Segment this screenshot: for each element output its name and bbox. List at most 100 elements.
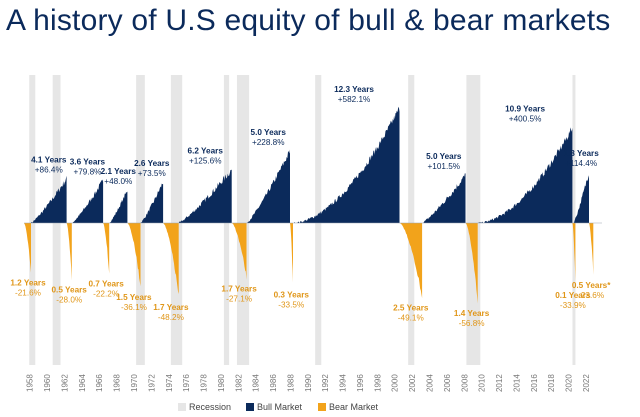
bear-duration-label-0: 1.2 Years: [10, 279, 46, 288]
bear-return-label-7: -49.1%: [398, 313, 424, 322]
x-tick-label-1984: 1984: [252, 374, 261, 392]
x-tick-label-2006: 2006: [443, 374, 452, 392]
bear-return-label-2: -22.2%: [93, 289, 119, 298]
bull-duration-label-8: 10.9 Years: [505, 105, 545, 114]
x-tick-label-2004: 2004: [426, 374, 435, 392]
bull-market-area-4: [178, 169, 232, 223]
legend-recession-label: Recession: [189, 402, 232, 412]
legend: Recession Bull Market Bear Market: [0, 402, 640, 416]
bull-return-label-5: +228.8%: [252, 138, 285, 147]
recession-band-0: [29, 75, 36, 365]
legend-recession-swatch: [178, 403, 186, 411]
x-tick-label-1998: 1998: [373, 374, 382, 392]
bear-return-label-3: -36.1%: [121, 303, 147, 312]
bull-return-label-4: +125.6%: [189, 157, 222, 166]
bear-market-area-0: [24, 223, 31, 273]
x-tick-label-1986: 1986: [269, 374, 278, 392]
bull-market-area-1: [71, 179, 104, 223]
x-tick-label-2000: 2000: [391, 374, 400, 392]
bear-return-label-10: -23.6%: [578, 291, 604, 300]
x-tick-label-2010: 2010: [478, 374, 487, 392]
bear-duration-label-9: 0.1 Years: [555, 291, 591, 300]
bear-return-label-6: -33.5%: [278, 301, 304, 310]
legend-bull-label: Bull Market: [257, 402, 303, 412]
market-labels: 4.1 Years+86.4%3.6 Years+79.8% 2.1 Years+…: [10, 85, 611, 328]
x-tick-label-1996: 1996: [356, 374, 365, 392]
recession-band-7: [408, 75, 415, 365]
legend-bull: Bull Market: [246, 402, 302, 412]
bull-market-area-3: [140, 183, 164, 223]
x-tick-label-1960: 1960: [43, 374, 52, 392]
bear-duration-label-5: 1.7 Years: [221, 285, 257, 294]
x-tick-label-2012: 2012: [495, 374, 504, 392]
x-tick-label-1990: 1990: [304, 374, 313, 392]
bear-duration-label-8: 1.4 Years: [454, 309, 490, 318]
x-tick-label-1964: 1964: [78, 374, 87, 392]
bull-market-area-2: [109, 191, 128, 223]
x-tick-label-1980: 1980: [217, 374, 226, 392]
recession-band-2: [136, 75, 145, 365]
bull-market-area-7: [422, 173, 466, 223]
legend-bear-label: Bear Market: [329, 402, 379, 412]
bull-return-label-0: +86.4%: [35, 166, 63, 175]
bull-market-area-8: [477, 127, 573, 223]
recession-band-9: [572, 75, 576, 365]
x-tick-label-1972: 1972: [147, 374, 156, 392]
recession-band-3: [170, 75, 183, 365]
bull-return-label-9: +114.4%: [565, 159, 597, 168]
bear-duration-label-1: 0.5 Years: [52, 285, 88, 294]
x-tick-label-1994: 1994: [339, 374, 348, 392]
x-tick-label-1982: 1982: [234, 374, 243, 392]
bear-market-area-7: [399, 223, 423, 299]
bear-market-area-3: [127, 223, 141, 287]
x-tick-label-1958: 1958: [26, 374, 35, 392]
recession-bands: [29, 75, 576, 365]
bull-market-area-0: [31, 175, 67, 223]
x-tick-label-2020: 2020: [565, 374, 574, 392]
bear-duration-label-10: 0.5 Years*: [572, 281, 611, 290]
bear-market-area-8: [465, 223, 478, 304]
x-tick-label-2002: 2002: [408, 374, 417, 392]
x-tick-label-2018: 2018: [547, 374, 556, 392]
bear-return-label-1: -28.0%: [56, 295, 82, 304]
x-tick-label-1978: 1978: [200, 374, 209, 392]
bear-duration-label-6: 0.3 Years: [274, 291, 310, 300]
bull-duration-label-9: 1.8 Years: [563, 149, 599, 158]
bear-return-label-9: -33.9%: [560, 301, 586, 310]
bear-market-area-10: [589, 223, 594, 275]
legend-recession: Recession: [178, 402, 231, 412]
bull-market-area-9: [573, 175, 589, 223]
bear-market-area-1: [66, 223, 72, 281]
chart-title: A history of U.S equity of bull & bear m…: [6, 4, 611, 37]
bull-return-label-2: +48.0%: [104, 177, 132, 186]
x-axis-ticks: 1958 1960 1962 1964 1966 1968 1970 1972 1974 1976…: [26, 374, 591, 392]
x-tick-label-1966: 1966: [95, 374, 104, 392]
bear-market-area-2: [103, 223, 110, 274]
bear-duration-label-4: 1.7 Years: [153, 303, 189, 312]
bull-duration-label-5: 5.0 Years: [251, 128, 287, 137]
bull-duration-label-4: 6.2 Years: [188, 147, 224, 156]
bull-return-label-3: +73.5%: [138, 169, 166, 178]
x-tick-label-2014: 2014: [512, 374, 521, 392]
legend-bear: Bear Market: [318, 402, 378, 412]
bear-return-label-0: -21.6%: [15, 289, 41, 298]
bull-market-area-5: [246, 149, 290, 223]
bull-duration-label-2: 2.1 Years: [101, 167, 137, 176]
bull-duration-label-3: 2.6 Years: [134, 159, 170, 168]
legend-bear-swatch: [318, 403, 326, 411]
recession-band-5: [236, 75, 250, 365]
bull-duration-label-1: 3.6 Years: [70, 157, 106, 166]
x-tick-label-1968: 1968: [113, 374, 122, 392]
bull-return-label-1: +79.8%: [73, 167, 101, 176]
x-tick-label-2016: 2016: [530, 374, 539, 392]
bear-duration-label-3: 1.5 Years: [116, 293, 152, 302]
market-areas: [24, 106, 594, 304]
legend-bull-swatch: [246, 403, 254, 411]
bull-duration-label-0: 4.1 Years: [31, 156, 67, 165]
bull-duration-label-6: 12.3 Years: [334, 85, 374, 94]
bull-return-label-6: +582.1%: [338, 95, 371, 104]
bull-return-label-8: +400.5%: [509, 115, 542, 124]
bear-return-label-8: -56.8%: [459, 319, 485, 328]
bear-market-area-4: [163, 223, 179, 294]
